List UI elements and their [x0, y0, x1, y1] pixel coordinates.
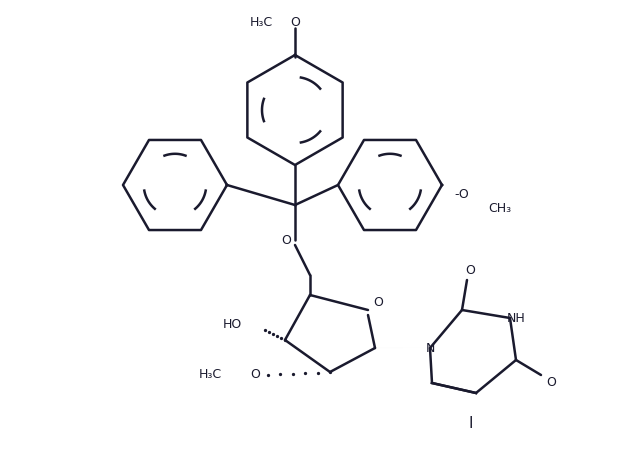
Text: I: I	[468, 415, 473, 431]
Text: O: O	[281, 234, 291, 246]
Text: -O: -O	[454, 188, 469, 202]
Text: O: O	[373, 297, 383, 310]
Text: N: N	[426, 342, 435, 354]
Text: O: O	[465, 264, 475, 276]
Text: O: O	[290, 16, 300, 29]
Text: HO: HO	[222, 319, 242, 331]
Text: CH₃: CH₃	[488, 202, 511, 214]
Text: NH: NH	[507, 312, 525, 324]
Text: H₃C: H₃C	[250, 16, 273, 29]
Text: O: O	[546, 376, 556, 389]
Text: H₃C: H₃C	[198, 368, 221, 382]
Text: O: O	[250, 368, 260, 382]
